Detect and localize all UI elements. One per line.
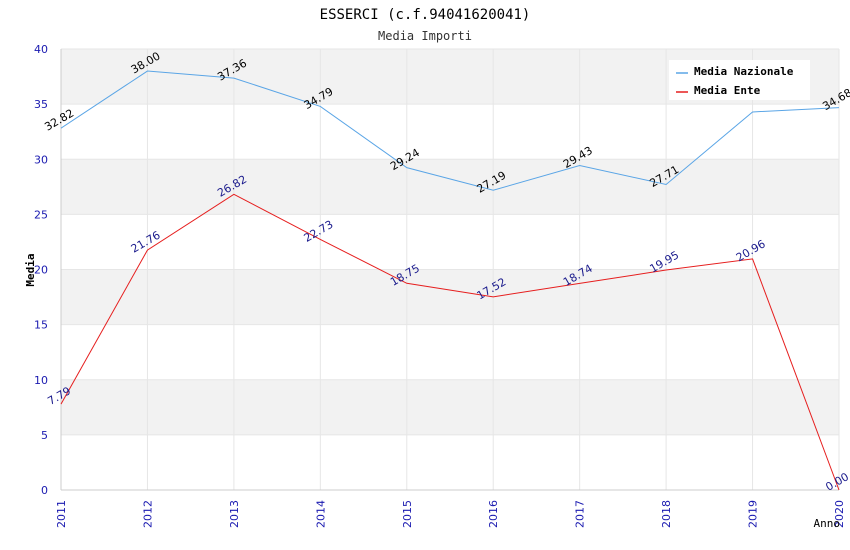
y-tick-label: 20 (34, 264, 48, 277)
y-axis-label: Media (24, 253, 37, 286)
y-tick-label: 40 (34, 43, 48, 56)
series-lines (60, 70, 840, 491)
y-tick-label: 35 (34, 98, 48, 111)
grid-band (61, 104, 839, 160)
chart-title: ESSERCI (c.f.94041620041) (320, 7, 531, 23)
grid-band (61, 379, 839, 435)
x-axis-label: Anno (814, 517, 841, 530)
x-tick-label: 2018 (660, 500, 673, 528)
legend-box (669, 60, 810, 100)
chart-subtitle: Media Importi (378, 29, 472, 43)
axes (60, 49, 839, 491)
y-tick-label: 30 (34, 153, 48, 166)
y-tick-label: 5 (41, 429, 48, 442)
y-tick-label: 10 (34, 374, 48, 387)
legend-label-media-ente: Media Ente (694, 84, 761, 97)
legend: Media Nazionale Media Ente (669, 60, 810, 100)
x-tick-label: 2011 (55, 500, 68, 528)
grid-band (61, 434, 839, 490)
y-tick-label: 25 (34, 208, 48, 221)
x-tick-label: 2015 (401, 500, 414, 528)
y-tick-label: 0 (41, 484, 48, 497)
x-tick-label: 2019 (747, 500, 760, 528)
x-tick-label: 2013 (228, 500, 241, 528)
grid-band (61, 269, 839, 325)
x-tick-label: 2012 (141, 500, 154, 528)
y-tick-labels: 0 5 10 15 20 25 30 35 40 (34, 43, 48, 497)
series-line-media-ente (60, 193, 840, 491)
legend-label-media-nazionale: Media Nazionale (694, 65, 794, 78)
grid-band (61, 214, 839, 270)
grid-band (61, 324, 839, 380)
x-tick-label: 2017 (574, 500, 587, 528)
x-tick-label: 2014 (314, 500, 327, 528)
series-line-media-nazionale (60, 70, 840, 191)
x-tick-label: 2020 (833, 500, 846, 528)
grid-band (61, 159, 839, 215)
y-tick-label: 15 (34, 319, 48, 332)
grid-bands (60, 48, 840, 491)
x-tick-label: 2016 (487, 500, 500, 528)
x-tick-labels: 2011 2012 2013 2014 2015 2016 2017 2018 2019 2020 (55, 500, 846, 528)
